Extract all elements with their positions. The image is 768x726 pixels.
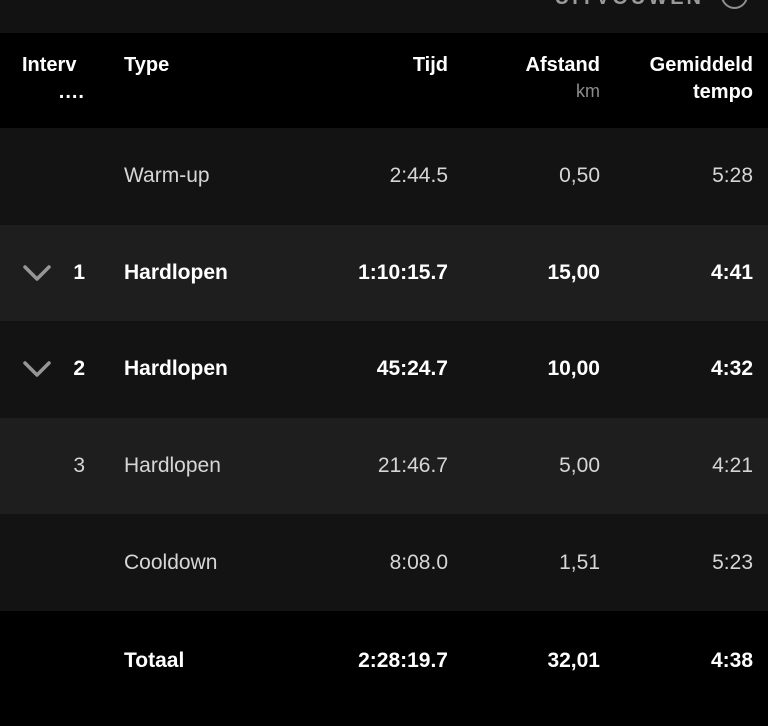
interval-number: 1 [73, 260, 85, 284]
column-header-distance: Afstand km [448, 52, 600, 128]
type-cell: Hardlopen [124, 260, 228, 284]
interval-number: 3 [73, 454, 85, 478]
time-cell: 21:46.7 [377, 454, 448, 478]
column-header-distance-unit: km [576, 81, 600, 101]
table-total-row: Totaal 2:28:19.7 32,01 4:38 [0, 610, 768, 726]
pace-cell: 5:23 [712, 550, 753, 574]
total-label: Totaal [124, 649, 185, 673]
column-header-type: Type [124, 54, 170, 76]
column-header-interval-label: Interv [22, 54, 77, 76]
chevron-down-icon[interactable] [22, 360, 52, 378]
column-header-avg-pace-line1: Gemiddeld [649, 54, 753, 76]
pace-cell: 5:28 [712, 164, 753, 188]
time-cell: 1:10:15.7 [358, 260, 448, 284]
time-cell: 8:08.0 [389, 550, 448, 574]
total-pace: 4:38 [710, 649, 753, 673]
distance-cell: 1,51 [559, 550, 600, 574]
toolbar: UITVOUWEN [0, 0, 768, 33]
distance-cell: 0,50 [559, 164, 600, 188]
type-cell: Warm-up [124, 164, 210, 188]
table-row-interval-3: 3 Hardlopen 21:46.7 5,00 4:21 [0, 417, 768, 515]
column-header-interval: Interv .... [0, 52, 85, 128]
column-header-time: Tijd [412, 54, 448, 76]
total-distance: 32,01 [547, 649, 600, 673]
interval-number: 2 [73, 357, 85, 381]
type-cell: Cooldown [124, 550, 218, 574]
column-header-interval-ellipsis: .... [58, 81, 85, 103]
time-cell: 45:24.7 [376, 357, 448, 381]
expand-button[interactable]: UITVOUWEN [555, 0, 704, 10]
table-header: Interv .... Type Tijd Afstand km Gemidde… [0, 33, 768, 128]
distance-cell: 15,00 [547, 260, 600, 284]
total-time: 2:28:19.7 [358, 649, 448, 673]
table-row-interval-1[interactable]: 1 Hardlopen 1:10:15.7 15,00 4:41 [0, 224, 768, 322]
table-row-interval-2[interactable]: 2 Hardlopen 45:24.7 10,00 4:32 [0, 321, 768, 418]
time-cell: 2:44.5 [389, 164, 448, 188]
column-header-avg-pace: Gemiddeld tempo [600, 52, 753, 128]
pace-cell: 4:21 [712, 454, 753, 478]
interval-cell: 2 [0, 357, 85, 381]
type-cell: Hardlopen [124, 357, 228, 381]
column-header-avg-pace-line2: tempo [693, 81, 753, 103]
chevron-down-icon[interactable] [22, 264, 52, 282]
type-cell: Hardlopen [124, 454, 221, 478]
interval-cell: 3 [0, 454, 85, 478]
distance-cell: 10,00 [547, 357, 600, 381]
table-row-warmup: Warm-up 2:44.5 0,50 5:28 [0, 128, 768, 225]
expand-circle-icon[interactable] [721, 0, 748, 9]
table-row-cooldown: Cooldown 8:08.0 1,51 5:23 [0, 514, 768, 611]
interval-cell: 1 [0, 261, 85, 285]
column-header-distance-label: Afstand [525, 54, 600, 76]
distance-cell: 5,00 [559, 454, 600, 478]
pace-cell: 4:41 [710, 260, 753, 284]
pace-cell: 4:32 [710, 357, 753, 381]
